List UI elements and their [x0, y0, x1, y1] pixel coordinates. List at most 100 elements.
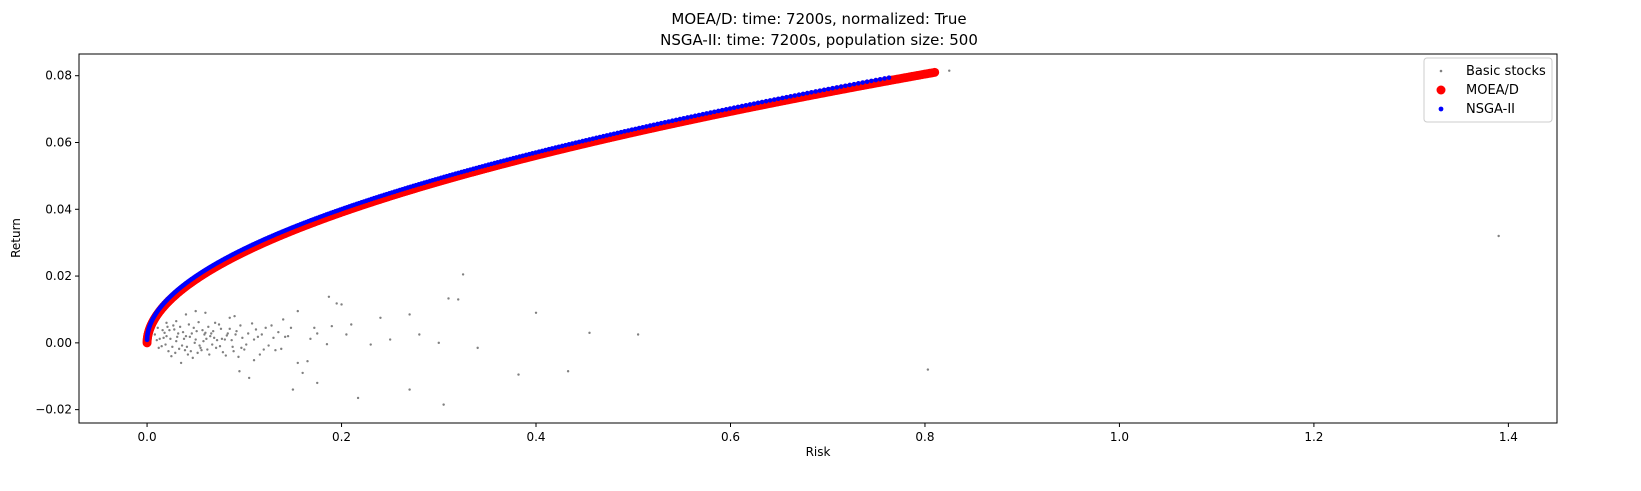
basic-stock-point	[235, 329, 238, 333]
nsga-ii-point	[767, 98, 773, 103]
nsga-ii-point	[843, 83, 848, 89]
nsga-ii-point	[838, 84, 844, 89]
basic-stock-point	[296, 361, 299, 365]
basic-stock-point	[243, 348, 246, 351]
y-tick-label: 0.08	[45, 69, 72, 83]
basic-stock-point	[184, 334, 188, 338]
basic-stock-point	[221, 351, 225, 354]
legend-marker-moead	[1436, 85, 1446, 95]
nsga-ii-point	[817, 88, 823, 93]
basic-stock-point	[335, 302, 338, 305]
nsga-ii-series	[144, 75, 892, 343]
basic-stock-point	[205, 337, 208, 341]
nsga-ii-point	[804, 90, 810, 96]
basic-stock-point	[199, 346, 202, 350]
nsga-ii-point	[625, 128, 631, 133]
nsga-ii-point	[615, 130, 620, 136]
nsga-ii-point	[869, 78, 874, 84]
x-tick-label: 0.4	[526, 430, 545, 444]
legend-marker-basic-stocks	[1439, 69, 1443, 73]
nsga-ii-point	[716, 108, 721, 114]
basic-stock-point	[172, 324, 175, 327]
basic-stock-point	[155, 338, 158, 342]
x-tick-label: 1.0	[1110, 430, 1129, 444]
basic-stock-point	[167, 350, 170, 353]
nsga-ii-point	[780, 95, 785, 101]
nsga-ii-point	[670, 118, 675, 124]
basic-stock-point	[534, 311, 538, 315]
basic-stock-point	[379, 316, 382, 320]
nsga-ii-point	[743, 102, 749, 108]
basic-stock-point	[260, 333, 264, 336]
basic-stock-point	[388, 338, 392, 341]
nsga-ii-point	[864, 79, 870, 85]
basic-stock-point	[202, 339, 205, 343]
basic-stock-point	[246, 332, 250, 335]
basic-stock-point	[238, 370, 241, 373]
basic-stock-point	[165, 334, 168, 338]
basic-stock-point	[262, 348, 265, 351]
nsga-ii-point	[640, 124, 646, 130]
x-tick-label: 0.0	[138, 430, 157, 444]
legend-marker-nsga-ii	[1438, 106, 1444, 112]
basic-stock-point	[209, 334, 212, 338]
basic-stock-point	[182, 337, 186, 341]
nsga-ii-point	[813, 89, 818, 94]
basic-stock-point	[223, 338, 227, 341]
basic-stock-point	[239, 324, 242, 327]
basic-stock-point	[163, 331, 166, 335]
basic-stock-point	[252, 359, 256, 362]
chart-title: MOEA/D: time: 7200s, normalized: True	[671, 10, 966, 28]
nsga-ii-point	[696, 112, 702, 118]
basic-stock-point	[254, 328, 258, 331]
basic-stock-point	[566, 370, 570, 373]
nsga-ii-point	[704, 111, 709, 116]
nsga-ii-point	[636, 125, 642, 131]
basic-stock-point	[165, 321, 168, 325]
basic-stock-point	[173, 328, 176, 331]
basic-stock-point	[157, 346, 160, 350]
basic-stock-point	[203, 333, 206, 336]
basic-stock-point	[408, 313, 411, 316]
basic-stock-point	[356, 396, 360, 400]
basic-stock-point	[274, 349, 277, 352]
nsga-ii-point	[622, 129, 627, 134]
x-axis: 0.0 0.2 0.4 0.6 0.8 1.0 1.2 1.4	[138, 423, 1518, 444]
nsga-ii-point	[583, 137, 589, 143]
basic-stock-point	[188, 335, 192, 339]
basic-stock-point	[313, 326, 316, 330]
basic-stock-point	[178, 325, 182, 329]
basic-stock-point	[281, 318, 285, 321]
nsga-ii-point	[666, 119, 671, 124]
nsga-ii-point	[731, 105, 737, 111]
nsga-ii-point	[576, 139, 582, 145]
nsga-ii-point	[723, 107, 729, 112]
basic-stock-point	[179, 361, 183, 365]
y-tick-label: 0.00	[45, 336, 72, 350]
basic-stock-point	[1497, 234, 1500, 238]
basic-stock-point	[180, 344, 184, 347]
nsga-ii-point	[708, 110, 713, 115]
basic-stock-point	[280, 347, 283, 351]
basic-stock-point	[340, 303, 343, 306]
basic-stock-point	[350, 323, 353, 326]
nsga-ii-point	[677, 116, 683, 122]
basic-stock-point	[437, 341, 440, 345]
nsga-ii-point	[633, 126, 638, 132]
nsga-ii-point	[608, 132, 613, 137]
nsga-ii-point	[847, 82, 853, 88]
basic-stock-point	[186, 353, 190, 356]
basic-stock-point	[230, 338, 233, 342]
legend-label-nsga-ii: NSGA-II	[1466, 102, 1515, 117]
nsga-ii-point	[727, 106, 733, 111]
basic-stock-point	[272, 336, 275, 340]
basic-stock-point	[194, 338, 197, 341]
basic-stock-point	[192, 326, 195, 330]
nsga-ii-point	[771, 97, 777, 102]
basic-stock-point	[588, 331, 591, 335]
x-tick-label: 1.2	[1304, 430, 1323, 444]
y-axis-label: Return	[9, 218, 23, 258]
basic-stock-point	[217, 323, 221, 326]
basic-stock-point	[241, 336, 244, 340]
